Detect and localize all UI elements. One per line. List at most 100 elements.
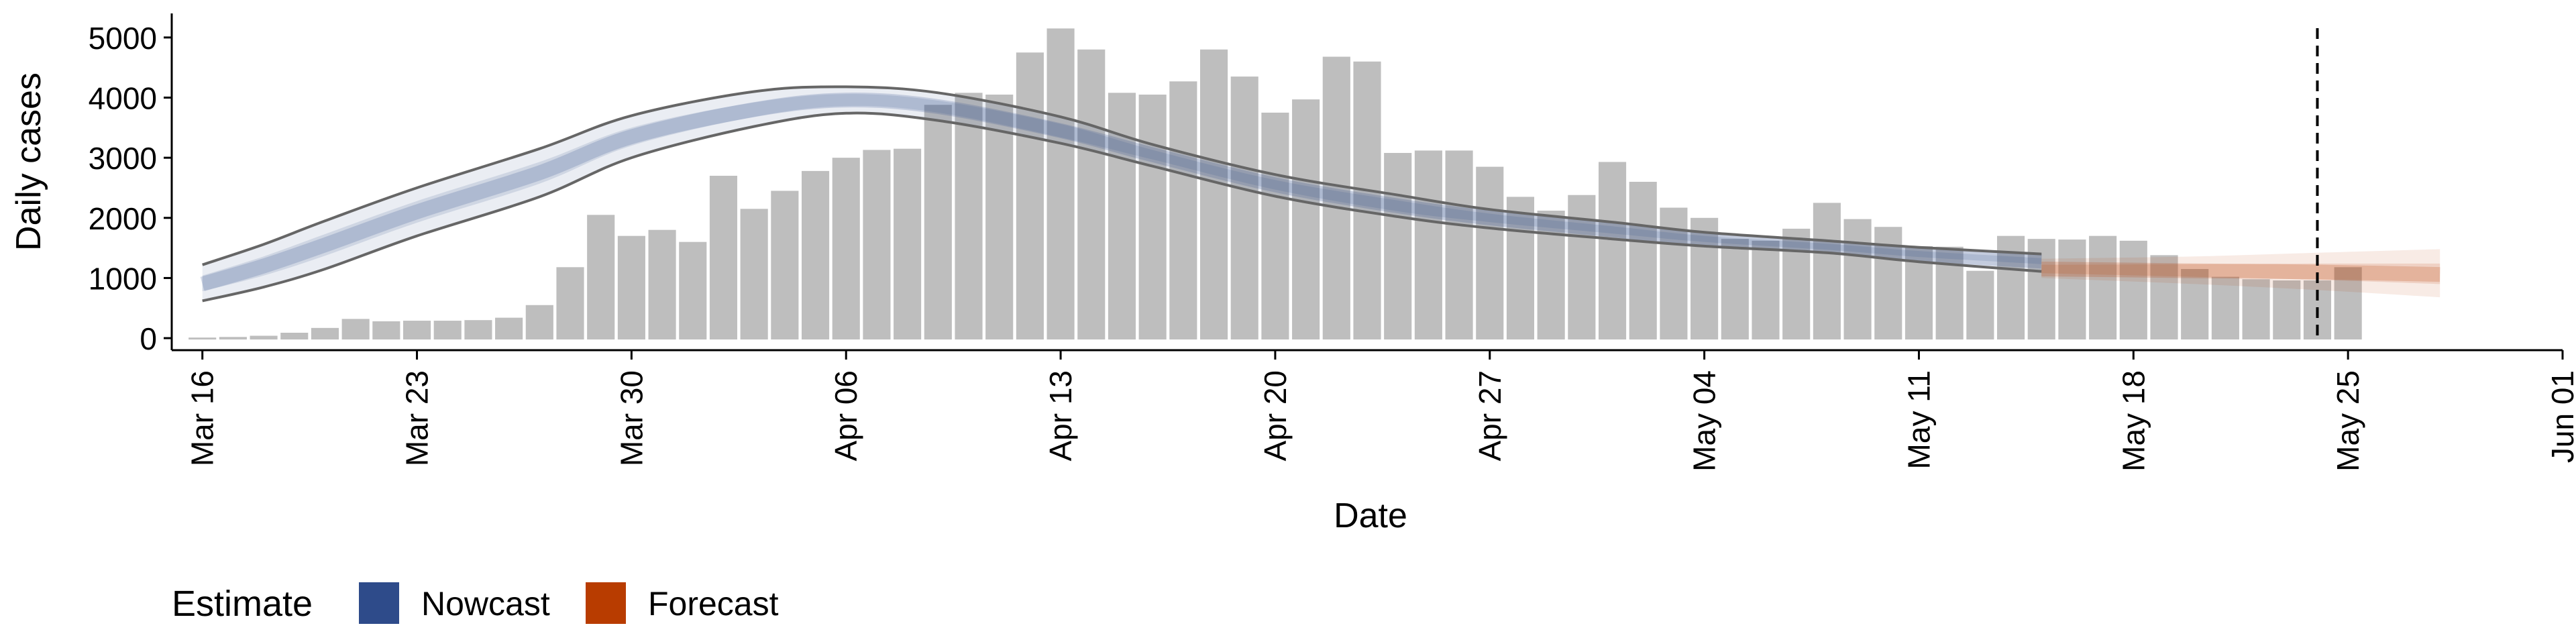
bar	[402, 321, 431, 340]
bar	[1169, 81, 1197, 340]
x-tick-label: May 04	[1687, 370, 1722, 472]
bar	[1138, 95, 1167, 340]
bar	[1199, 49, 1228, 340]
bar	[1598, 162, 1627, 340]
estimate-bands	[200, 85, 2440, 303]
x-tick-label: May 18	[2116, 370, 2151, 472]
y-tick-label: 4000	[89, 81, 157, 116]
legend-label-forecast: Forecast	[648, 585, 779, 623]
bar	[1230, 76, 1258, 340]
bar	[1752, 240, 1780, 340]
nowcast-band-90	[202, 87, 2042, 301]
bar	[1261, 112, 1289, 340]
nowcast-estimate	[200, 85, 2042, 303]
x-tick-label: May 11	[1901, 370, 1936, 469]
bar	[1292, 99, 1320, 340]
bar	[894, 148, 922, 340]
x-tick-label: Mar 23	[400, 370, 435, 466]
x-tick-label: Apr 20	[1258, 370, 1293, 462]
bar	[311, 327, 339, 340]
bar	[2027, 239, 2055, 340]
bar	[648, 229, 676, 340]
bar	[2150, 255, 2178, 340]
y-tick-label: 2000	[89, 201, 157, 236]
bar	[1384, 152, 1412, 340]
bar	[740, 209, 768, 340]
bar	[1046, 28, 1075, 340]
bar	[985, 95, 1014, 340]
legend-swatch-nowcast	[359, 582, 399, 624]
nowcast-upper-line	[202, 85, 2042, 266]
bar	[1721, 239, 1749, 340]
bar	[2181, 268, 2209, 340]
bar	[1506, 197, 1535, 340]
bar	[587, 215, 615, 340]
bar	[1414, 150, 1442, 340]
bar	[2273, 280, 2301, 340]
x-tick-label: Apr 27	[1472, 370, 1507, 462]
bar	[1690, 217, 1719, 340]
bar	[433, 321, 462, 340]
bar	[924, 105, 952, 340]
bar	[801, 170, 830, 340]
bar	[617, 235, 645, 340]
bar	[2242, 279, 2270, 340]
bar	[250, 335, 278, 340]
x-tick-label: Apr 06	[828, 370, 863, 462]
bar	[1077, 49, 1106, 340]
bar	[709, 176, 738, 340]
bar	[1108, 93, 1136, 340]
bar	[1445, 150, 1473, 340]
bar	[1016, 52, 1044, 340]
forecast-band-90	[2041, 249, 2440, 298]
bar	[832, 158, 860, 340]
bar	[495, 317, 523, 340]
y-tick-label: 5000	[89, 21, 157, 56]
bar	[1353, 61, 1381, 340]
y-tick-label: 3000	[89, 141, 157, 176]
forecast-estimate	[2041, 249, 2440, 298]
bar	[1782, 228, 1811, 340]
legend-title: Estimate	[172, 584, 313, 624]
bar	[955, 93, 983, 340]
x-axis-ticks: Mar 16 Mar 23 Mar 30 Apr 06 Apr 13 Apr 20 Apr …	[185, 350, 2576, 472]
bar	[341, 319, 370, 340]
bar	[219, 337, 247, 340]
bar	[1568, 195, 1596, 340]
bar	[2058, 239, 2086, 340]
nowcast-lower-line	[202, 111, 2042, 303]
bar	[1322, 56, 1350, 340]
forecast-median-line	[2041, 262, 2440, 282]
x-tick-label: May 25	[2330, 370, 2365, 472]
forecast-band-50	[2041, 263, 2440, 284]
bar	[2119, 240, 2147, 340]
bar	[1476, 166, 1504, 340]
nowcast-median-line	[200, 92, 2042, 291]
bar	[2211, 276, 2239, 340]
y-tick-label: 1000	[89, 261, 157, 296]
bar	[1966, 270, 1994, 340]
x-tick-label: Mar 16	[185, 370, 220, 466]
x-tick-label: Jun 01	[2545, 370, 2576, 463]
bar	[280, 333, 309, 340]
bar	[556, 267, 584, 340]
bar	[525, 305, 553, 340]
y-tick-label: 0	[140, 321, 157, 356]
bar	[1813, 203, 1841, 340]
bar	[679, 241, 707, 340]
bar	[771, 191, 799, 340]
bar	[2089, 235, 2117, 340]
bar	[372, 321, 400, 340]
x-tick-label: Mar 30	[614, 370, 649, 466]
legend-label-nowcast: Nowcast	[421, 585, 550, 623]
legend-swatch-forecast	[586, 582, 626, 624]
bar	[2334, 267, 2362, 340]
y-axis-ticks: 0 1000 2000 3000 4000 5000	[89, 21, 172, 356]
y-axis-label: Daily cases	[9, 72, 48, 251]
legend: Estimate Nowcast Forecast	[172, 582, 779, 624]
axes: 0 1000 2000 3000 4000 5000 Mar 16 Mar 23 Mar 30…	[89, 13, 2576, 472]
x-axis-label: Date	[1334, 496, 1407, 535]
bar	[1629, 182, 1657, 340]
bar	[189, 337, 217, 340]
